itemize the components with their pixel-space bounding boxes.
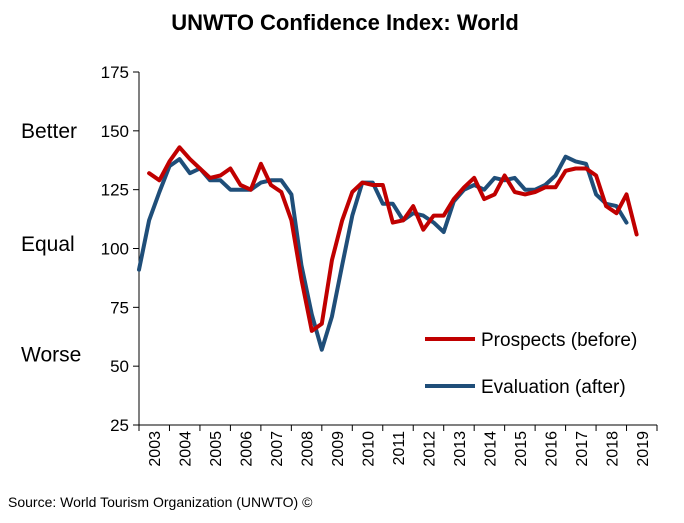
x-tick-label: 2012	[421, 431, 438, 467]
x-tick-label: 2010	[361, 431, 378, 467]
x-tick-label: 2013	[452, 431, 469, 467]
x-tick-label: 2005	[208, 431, 225, 467]
x-tick-label: 2006	[239, 431, 256, 467]
x-tick-label: 2018	[604, 431, 621, 467]
source-note: Source: World Tourism Organization (UNWT…	[8, 494, 313, 510]
y-tick-label: 175	[101, 63, 129, 82]
series-line-evaluation	[137, 154, 629, 352]
side-label-equal: Equal	[21, 233, 75, 256]
x-tick-label: 2011	[391, 431, 408, 466]
y-tick-label: 75	[110, 298, 129, 317]
y-tick-label: 50	[110, 357, 129, 376]
y-tick-label: 25	[110, 416, 129, 435]
x-tick-label: 2014	[482, 431, 499, 467]
y-tick-label: 125	[101, 181, 129, 200]
side-label-worse: Worse	[21, 343, 81, 366]
x-tick-label: 2016	[543, 431, 560, 467]
x-tick-label: 2003	[147, 431, 164, 467]
x-tick-label: 2008	[300, 431, 317, 467]
y-tick-label: 100	[101, 240, 129, 259]
x-tick-label: 2019	[635, 431, 652, 467]
y-tick-label: 150	[101, 122, 129, 141]
legend-label-evaluation: Evaluation (after)	[481, 377, 626, 398]
x-tick-label: 2015	[513, 431, 530, 467]
side-label-better: Better	[21, 120, 77, 143]
legend: Prospects (before) Evaluation (after)	[425, 330, 637, 398]
x-tick-label: 2009	[330, 431, 347, 467]
legend-label-prospects: Prospects (before)	[481, 330, 637, 351]
plot-area: 175 150 125 100 75 50 25 2003 2004 2005 2006 2007 20…	[21, 63, 658, 467]
series-line-prospects	[147, 145, 639, 333]
x-tick-label: 2007	[269, 431, 286, 467]
x-tick-label: 2017	[574, 431, 591, 467]
x-tick-label: 2004	[178, 431, 195, 467]
chart-title: UNWTO Confidence Index: World	[171, 10, 519, 35]
